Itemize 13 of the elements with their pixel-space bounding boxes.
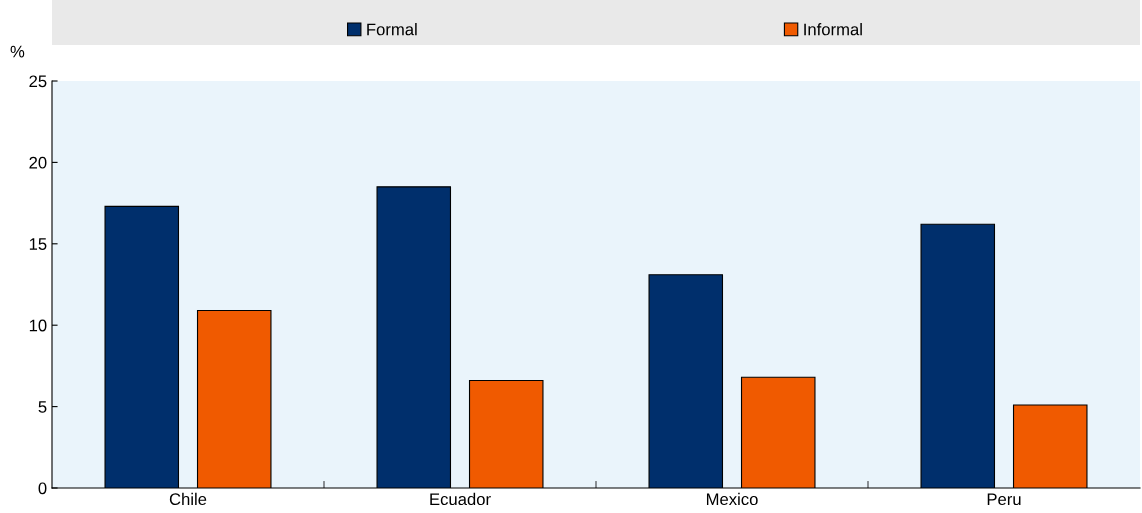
y-tick-label: 25 (29, 75, 47, 88)
x-tick-label: Chile (169, 492, 207, 506)
y-tick-label: 0 (38, 482, 47, 495)
x-tick-label: Ecuador (430, 492, 491, 506)
legend-label: Informal (804, 23, 862, 36)
x-tick-label: Mexico (706, 492, 758, 506)
y-tick-label: 5 (38, 401, 47, 413)
y-tick-label: 10 (29, 319, 47, 332)
y-axis-title: % (10, 45, 25, 58)
x-tick-label: Peru (987, 493, 1021, 506)
y-tick-label: 20 (29, 156, 47, 169)
legend-label: Formal (367, 23, 417, 36)
y-tick-label: 15 (29, 238, 47, 250)
